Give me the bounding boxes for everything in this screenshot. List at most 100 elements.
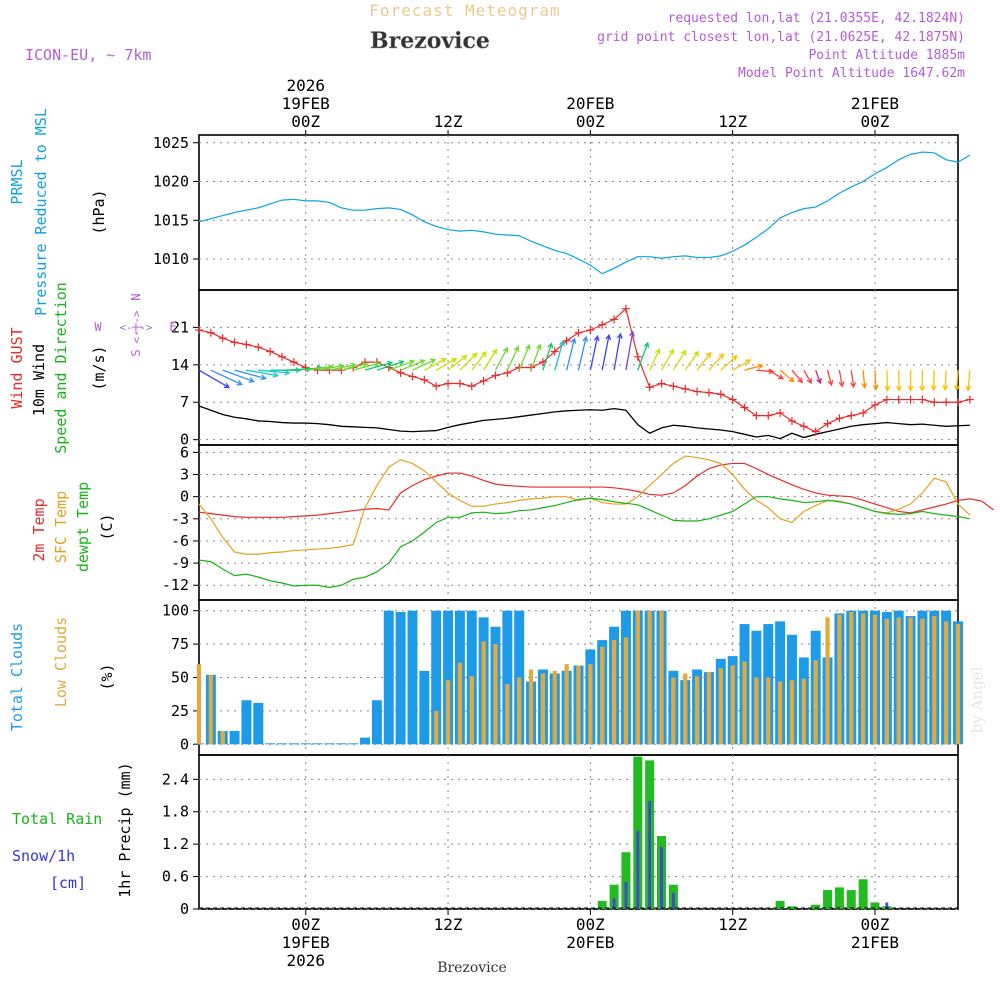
gust-marker [930,398,939,407]
gust-marker [752,411,761,420]
low-cloud-bar [600,646,605,745]
low-cloud-bar [220,730,225,745]
gust-marker [764,411,773,420]
model-altitude: Model Point Altitude 1647.62m [738,66,965,81]
wind-direction-arrow [850,370,856,389]
low-cloud-bar [505,684,510,745]
gust-marker [206,328,215,337]
wind-direction-arrow [732,359,752,371]
y-tick-label: -12 [162,576,189,594]
wind-direction-arrow [684,350,699,371]
wind-direction-arrow [720,354,738,371]
y-tick-label: 21 [171,318,189,336]
snow-bar [885,902,889,909]
wind-direction-arrow [637,341,650,371]
low-cloud-bar [683,673,688,745]
wind-direction-arrow [506,345,520,371]
wind-direction-arrow [884,370,891,392]
wind-direction-arrow [930,370,937,392]
low-cloud-bar [540,673,546,745]
wind-direction-arrow [942,370,949,392]
total-cloud-bar [300,743,311,745]
footer-location: Brezovice [437,960,507,976]
gust-marker [728,395,737,404]
wind-direction-arrow [625,330,635,371]
wind-direction-arrow [791,369,804,384]
y-tick-label: 100 [162,602,189,620]
gust-marker [432,382,441,391]
total-cloud-bar [360,737,371,745]
gust-marker [550,347,559,356]
y-tick-label: 75 [171,635,189,653]
pressure-axis-title: PRMSL [8,159,26,204]
gust-marker [491,371,500,380]
y-tick-label: 2.4 [162,770,189,788]
y-tick-label: 7 [180,393,189,411]
y-tick-label: 1025 [153,134,189,152]
gust-marker [621,304,630,313]
y-tick-label: 0.6 [162,868,189,886]
gust-marker [586,326,595,335]
wind-direction-arrow [589,335,600,371]
wind-direction-arrow [459,352,478,371]
gust-marker [942,398,951,407]
low-cloud-bar [766,677,771,745]
low-cloud-bar [754,677,759,745]
compass-ns-arrows: <-|-> [130,310,143,343]
wind-direction-arrow [919,370,926,392]
low-cloud-bar [718,668,723,745]
pressure-unit: (hPa) [90,189,108,234]
wind-direction-arrow [767,369,785,380]
gust-marker [870,400,879,409]
wind-direction-arrow [601,333,612,371]
wind-direction-arrow [826,370,834,387]
wind-direction-arrow [353,361,381,371]
compass-east-label: E [169,320,176,334]
point-altitude: Point Altitude 1885m [808,48,965,63]
bottom-time-label: 00Z [576,915,605,934]
total-cloud-bar [443,610,454,745]
panel-frame [198,754,959,910]
model-label: ICON-EU, ~ 7km [25,46,151,64]
gust-marker [195,326,203,335]
y-tick-label: 1015 [153,211,189,229]
wind-direction-arrow [364,360,394,371]
gust-marker [811,427,820,436]
gust-marker [882,395,891,404]
total-cloud-bar [395,612,406,745]
low-cloud-bar [576,665,581,745]
gust-marker [610,315,619,324]
total-cloud-bar [312,743,323,745]
gust-marker [787,416,796,425]
gust-marker [633,352,642,361]
y-tick-label: 0 [180,488,189,506]
gust-marker [799,422,808,431]
low-cloud-bar [825,617,830,745]
temp-sfc-axis-label: SFC Temp [52,491,70,563]
gust-marker [776,408,785,417]
low-cloud-bar [469,676,474,745]
y-tick-label: -9 [171,554,189,572]
bottom-time-label: 2026 [286,951,325,970]
snow-unit-label: [cm] [50,874,86,892]
gust-marker [562,336,571,345]
gust-marker [716,390,725,399]
y-tick-label: -6 [171,532,189,550]
wind-direction-arrow [198,369,231,389]
wind-direction-arrow [483,348,498,371]
gust-marker [965,395,974,404]
gust-marker [859,408,868,417]
y-tick-label: 1020 [153,173,189,191]
rain-bar [823,890,833,909]
low-cloud-bar [908,617,913,745]
wind-direction-arrow [613,332,623,371]
top-time-label: 19FEB [282,94,330,113]
gust-marker [254,343,263,352]
gust-marker [835,414,844,423]
bottom-time-label: 12Z [718,915,747,934]
snow-bar [624,881,628,909]
gust-marker [669,382,678,391]
wind-10m-axis-label: 10m Wind [30,344,48,416]
gust-marker [218,334,227,343]
